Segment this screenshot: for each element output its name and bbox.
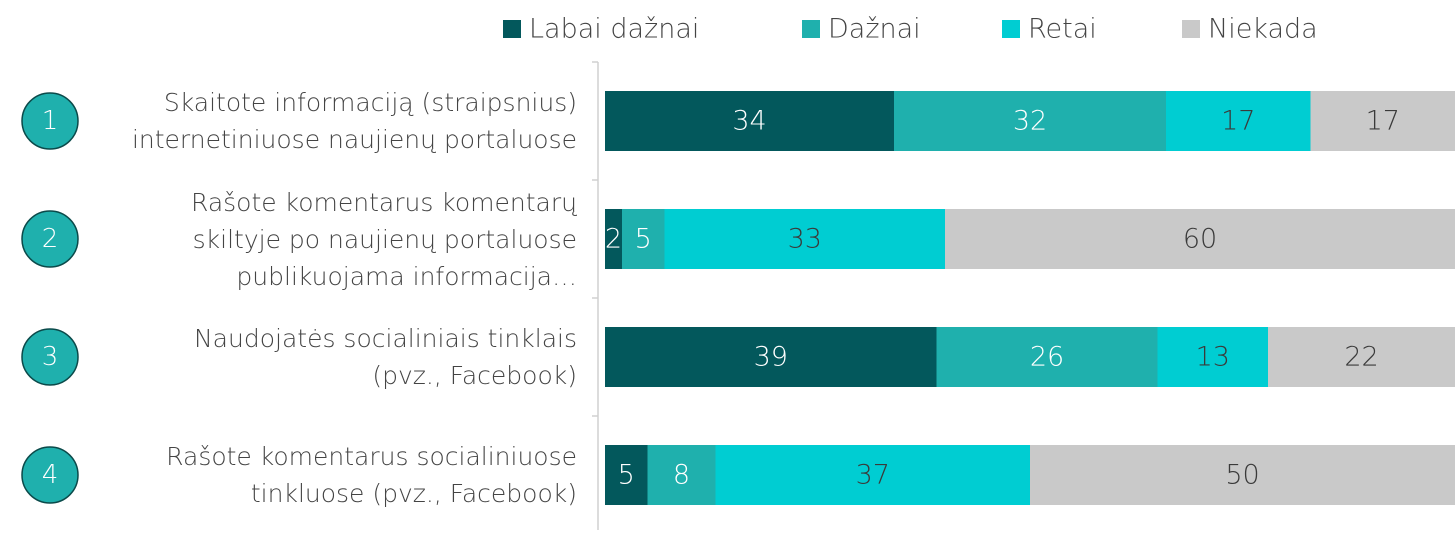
category-label: Skaitote informaciją (straipsnius) inter… (127, 61, 577, 181)
value-label: 22 (1344, 342, 1378, 373)
value-label: 17 (1366, 106, 1400, 137)
legend-swatch (503, 20, 521, 38)
legend-label: Labai dažnai (529, 14, 699, 45)
row-number: 3 (42, 342, 59, 372)
value-label: 5 (618, 460, 635, 491)
legend-swatch (1002, 20, 1020, 38)
value-label: 17 (1221, 106, 1255, 137)
legend-swatch (802, 20, 820, 38)
legend-label: Dažnai (828, 14, 921, 45)
value-label: 33 (788, 224, 822, 255)
value-label: 13 (1196, 342, 1230, 373)
value-label: 8 (673, 460, 690, 491)
value-label: 37 (856, 460, 890, 491)
row-number: 4 (42, 460, 59, 490)
row-number: 2 (42, 224, 59, 254)
category-label: Naudojatės socialiniais tinklais (pvz., … (127, 297, 577, 417)
value-label: 32 (1013, 106, 1047, 137)
value-label: 39 (754, 342, 788, 373)
row-number: 1 (42, 106, 59, 136)
value-label: 26 (1030, 342, 1064, 373)
category-label: Rašote komentarus komentarų skiltyje po … (127, 179, 577, 299)
value-label: 50 (1225, 460, 1259, 491)
value-label: 5 (635, 224, 652, 255)
value-label: 60 (1183, 224, 1217, 255)
category-label: Rašote komentarus socialiniuose tinkluos… (127, 415, 577, 535)
legend-label: Retai (1028, 14, 1097, 45)
legend-label: Niekada (1208, 14, 1318, 45)
value-label: 34 (732, 106, 766, 137)
legend-swatch (1182, 20, 1200, 38)
value-label: 2 (605, 224, 622, 255)
